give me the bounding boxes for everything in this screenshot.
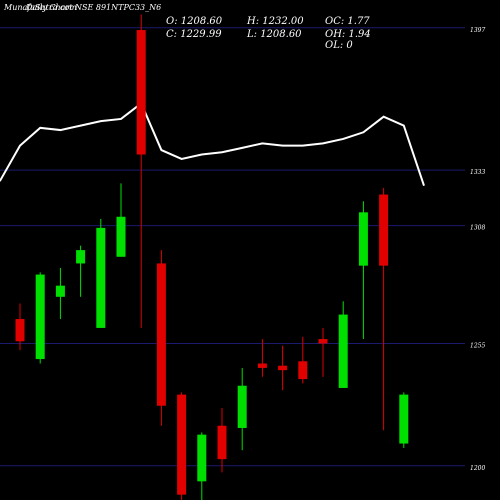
moving-average-line [0, 101, 425, 186]
candle-body [35, 274, 45, 360]
chart-title: Daily Chart NSE 891NTPC33_N6 [26, 3, 162, 12]
candle [399, 392, 409, 448]
candle-body [358, 212, 368, 266]
grid-lines [0, 27, 465, 467]
y-tick-label: 1308 [470, 225, 485, 232]
candle-body [76, 250, 86, 264]
ohlc-open: O: 1208.60 [166, 16, 223, 27]
moving-average [0, 101, 425, 186]
ohlc-oc: OC: 1.77 [325, 16, 370, 27]
candles [15, 14, 409, 500]
candle-body [257, 363, 267, 368]
candle [237, 367, 247, 451]
ohlc-ol: OL: 0 [325, 40, 353, 51]
candle-body [55, 285, 65, 297]
candle [379, 187, 389, 431]
candle-body [96, 227, 106, 328]
candle-body [318, 339, 328, 344]
candle [116, 183, 126, 257]
candle [96, 218, 106, 328]
candle [338, 301, 348, 388]
candle-body [399, 394, 409, 444]
candle-body [379, 194, 389, 266]
candle-body [278, 365, 288, 371]
candle [35, 272, 45, 364]
ohlc-oh: OH: 1.94 [325, 29, 371, 40]
y-tick-label: 1333 [470, 169, 485, 176]
candle [358, 201, 368, 340]
candle-body [136, 30, 146, 155]
y-tick-label: 1200 [470, 465, 485, 472]
y-tick-label: 1255 [470, 342, 485, 349]
candle [76, 245, 86, 297]
candle [217, 407, 227, 473]
ohlc-high: H: 1232.00 [247, 16, 304, 27]
candle-body [217, 425, 227, 460]
y-tick-label: 1397 [470, 27, 485, 34]
candle-body [237, 385, 247, 428]
candle-body [197, 434, 207, 482]
y-axis-ticks: 1397 1333 1308 1255 1200 [470, 27, 485, 472]
watermark: MunafaSutra.com [4, 3, 77, 12]
candle-body [177, 394, 187, 495]
candle [298, 336, 308, 384]
candle-body [116, 216, 126, 257]
candle [136, 14, 146, 328]
candle-body [338, 314, 348, 388]
candle [55, 267, 65, 320]
candle-body [156, 263, 166, 406]
candle [15, 303, 25, 351]
candle [177, 392, 187, 500]
candle-body [298, 361, 308, 380]
candle-body [15, 319, 25, 342]
candle [156, 250, 166, 426]
ohlc-low: L: 1208.60 [247, 29, 302, 40]
candle [318, 327, 328, 377]
candle [257, 339, 267, 377]
ohlc-close: C: 1229.99 [166, 29, 222, 40]
candle [197, 432, 207, 500]
candle [278, 345, 288, 391]
